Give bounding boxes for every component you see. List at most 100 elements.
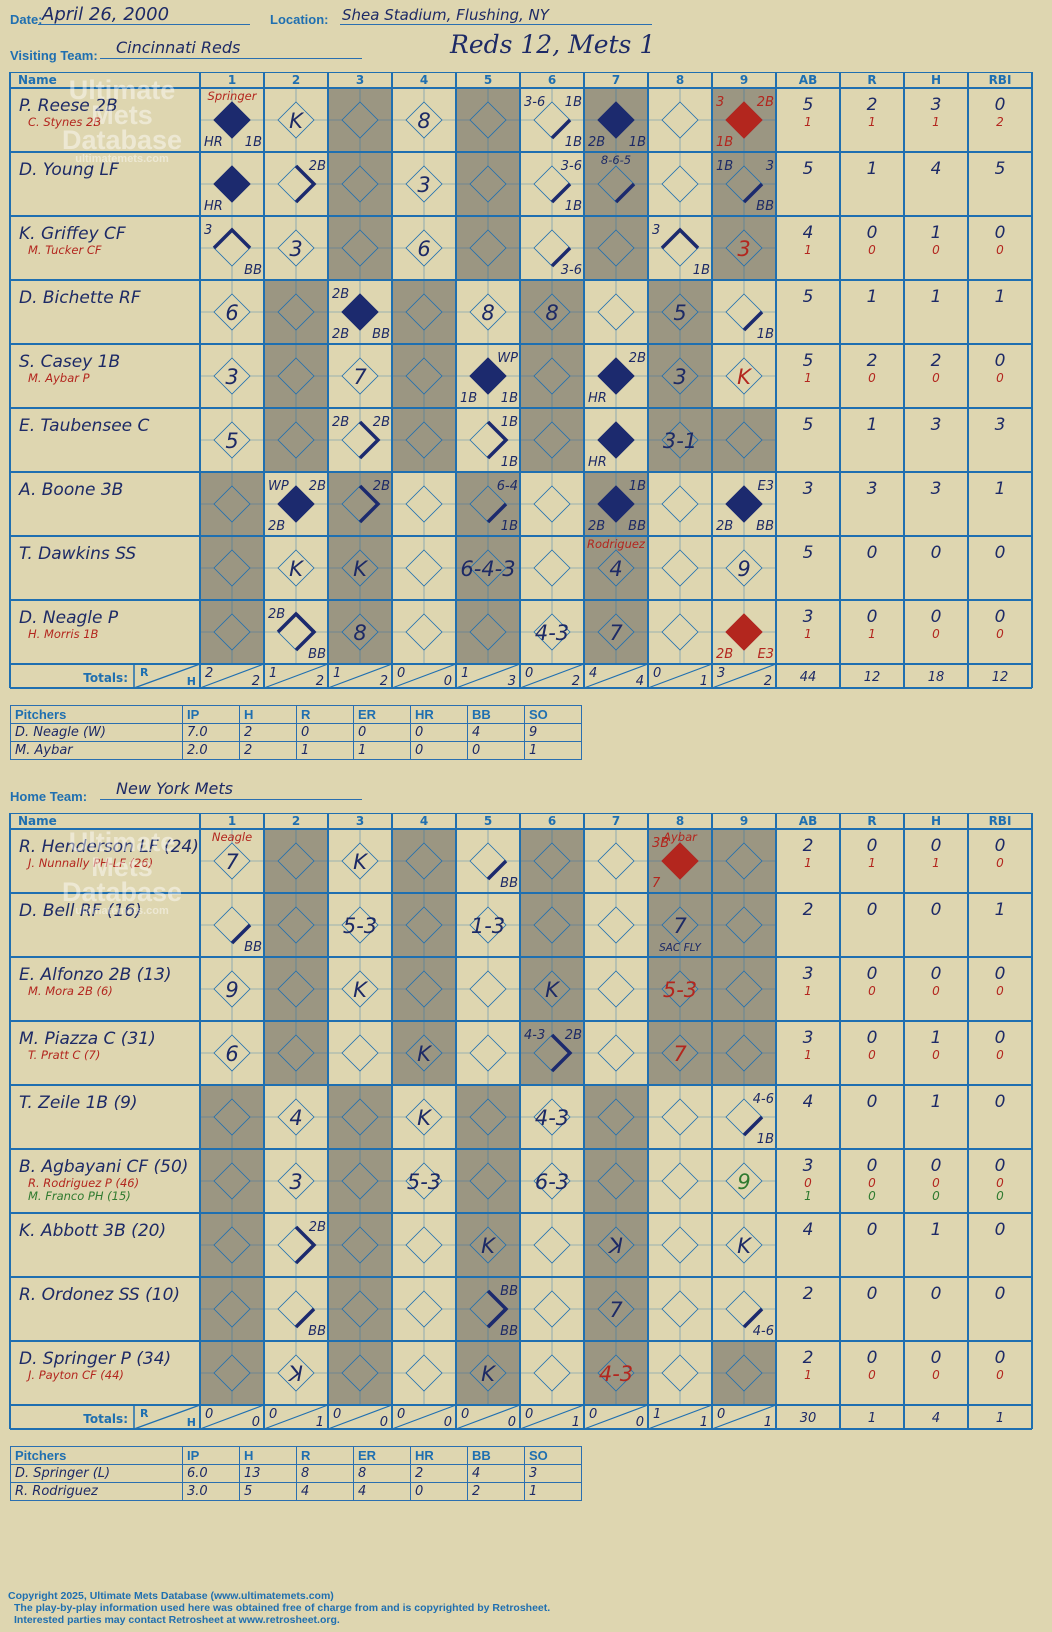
pitchers-header-cell: HR bbox=[410, 705, 468, 724]
player-name: S. Casey 1B bbox=[19, 352, 120, 372]
play-notation: 3 bbox=[289, 237, 302, 261]
base-diamond bbox=[341, 1354, 379, 1392]
sub-stat-value: 1 bbox=[804, 371, 812, 385]
sub-stat-value: 0 bbox=[868, 243, 876, 257]
base-diamond bbox=[469, 970, 507, 1008]
player-name: T. Zeile 1B (9) bbox=[19, 1093, 138, 1113]
stat-value: 0 bbox=[931, 607, 942, 627]
base-diamond bbox=[213, 549, 251, 587]
run-scored-diamond bbox=[725, 101, 763, 139]
base-diamond bbox=[661, 357, 699, 395]
sub-stat-value: 0 bbox=[996, 1368, 1004, 1382]
pitcher-stat: 6.0 bbox=[182, 1464, 240, 1483]
play-notation: HR bbox=[588, 391, 607, 406]
base-diamond bbox=[597, 1162, 635, 1200]
sub-stat-value: 0 bbox=[932, 1189, 940, 1203]
base-diamond bbox=[277, 842, 315, 880]
sub-stat-value: 1 bbox=[804, 984, 812, 998]
inning-hits-total: 0 bbox=[444, 1415, 452, 1430]
play-notation: 8 bbox=[545, 301, 558, 325]
play-notation: 6-4-3 bbox=[460, 557, 515, 581]
base-diamond bbox=[533, 1226, 571, 1264]
sub-stat-value: 0 bbox=[932, 627, 940, 641]
play-notation: WP bbox=[497, 351, 518, 366]
sub-stat-value: 1 bbox=[804, 1048, 812, 1062]
run-scored-diamond bbox=[725, 485, 763, 523]
base-diamond bbox=[341, 357, 379, 395]
play-notation: BB bbox=[500, 1324, 518, 1339]
stat-total: 44 bbox=[800, 670, 817, 685]
play-notation: 1B bbox=[501, 391, 518, 406]
inning-hits-total: 0 bbox=[252, 1415, 260, 1430]
play-notation: 5-3 bbox=[343, 914, 377, 938]
stat-value: 1 bbox=[931, 1028, 942, 1048]
base-diamond bbox=[469, 293, 507, 331]
inning-hits-total: 1 bbox=[572, 1415, 580, 1430]
player-name: A. Boone 3B bbox=[18, 480, 123, 500]
basepath-line bbox=[742, 1115, 764, 1137]
pitcher-name: R. Rodriguez bbox=[10, 1482, 183, 1501]
base-diamond bbox=[213, 229, 251, 267]
play-notation: 1B bbox=[565, 135, 582, 150]
stat-value: 5 bbox=[995, 159, 1006, 179]
stat-value: 2 bbox=[803, 1348, 814, 1368]
sub-stat-value: 0 bbox=[996, 1048, 1004, 1062]
play-notation: 2B bbox=[757, 95, 774, 110]
player-name: M. Piazza C (31) bbox=[19, 1029, 156, 1049]
play-notation: 7 bbox=[225, 850, 239, 874]
stat-total: 4 bbox=[932, 1411, 940, 1426]
run-scored-diamond bbox=[341, 293, 379, 331]
base-diamond bbox=[533, 421, 571, 459]
base-diamond bbox=[277, 293, 315, 331]
base-diamond bbox=[405, 613, 443, 651]
base-diamond bbox=[405, 421, 443, 459]
pitcher-stat: 5 bbox=[239, 1482, 297, 1501]
base-diamond bbox=[661, 1098, 699, 1136]
pitchers-header-cell: Pitchers bbox=[10, 1446, 183, 1465]
play-notation: Neagle bbox=[212, 830, 252, 844]
totals-label: Totals: bbox=[83, 1412, 128, 1426]
base-diamond bbox=[725, 229, 763, 267]
base-diamond bbox=[597, 906, 635, 944]
base-diamond bbox=[533, 970, 571, 1008]
sub-stat-value: 1 bbox=[804, 1368, 812, 1382]
run-scored-diamond bbox=[597, 485, 635, 523]
sub-stat-value: 0 bbox=[868, 1176, 876, 1190]
stat-header: RBI bbox=[989, 73, 1012, 87]
play-notation: HR bbox=[204, 199, 223, 214]
copyright-line: Copyright 2025, Ultimate Mets Database (… bbox=[8, 1590, 334, 1602]
play-notation: Springer bbox=[208, 89, 258, 103]
pitcher-row: D. Neagle (W) 7.0 2 0 0 0 4 9 bbox=[10, 723, 582, 742]
base-diamond bbox=[661, 549, 699, 587]
base-diamond bbox=[405, 1226, 443, 1264]
substitute-name: R. Rodriguez P (46) bbox=[28, 1176, 139, 1190]
pitcher-row: R. Rodriguez 3.0 5 4 4 0 2 1 bbox=[10, 1482, 582, 1501]
base-diamond bbox=[469, 1354, 507, 1392]
base-diamond bbox=[213, 1162, 251, 1200]
sub-stat-value: 0 bbox=[996, 984, 1004, 998]
stat-value: 5 bbox=[803, 95, 814, 115]
watermark-top: Ultimate Mets Database ultimatemets.com bbox=[61, 75, 183, 166]
inning-header: 6 bbox=[548, 73, 556, 87]
play-notation: 7 bbox=[609, 621, 623, 645]
play-notation: 9 bbox=[737, 1170, 750, 1194]
pitcher-stat: 8 bbox=[296, 1464, 354, 1483]
pitchers-header-cell: R bbox=[296, 705, 354, 724]
inning-hits-total: 1 bbox=[764, 1415, 772, 1430]
base-diamond bbox=[469, 1098, 507, 1136]
base-diamond bbox=[661, 1034, 699, 1072]
play-notation: K bbox=[481, 1234, 497, 1258]
play-notation: 2B bbox=[716, 519, 733, 534]
play-notation: 8 bbox=[417, 109, 430, 133]
pitcher-name: M. Aybar bbox=[10, 741, 183, 760]
play-notation: SAC FLY bbox=[659, 942, 702, 954]
base-diamond bbox=[533, 1354, 571, 1392]
pitcher-stat: 3.0 bbox=[182, 1482, 240, 1501]
base-diamond bbox=[213, 293, 251, 331]
inning-runs-total: 0 bbox=[205, 1407, 213, 1422]
player-name: K. Abbott 3B (20) bbox=[19, 1221, 166, 1241]
play-notation: 1-3 bbox=[471, 914, 505, 938]
play-notation: 1B bbox=[501, 455, 518, 470]
stat-header: R bbox=[867, 73, 876, 87]
